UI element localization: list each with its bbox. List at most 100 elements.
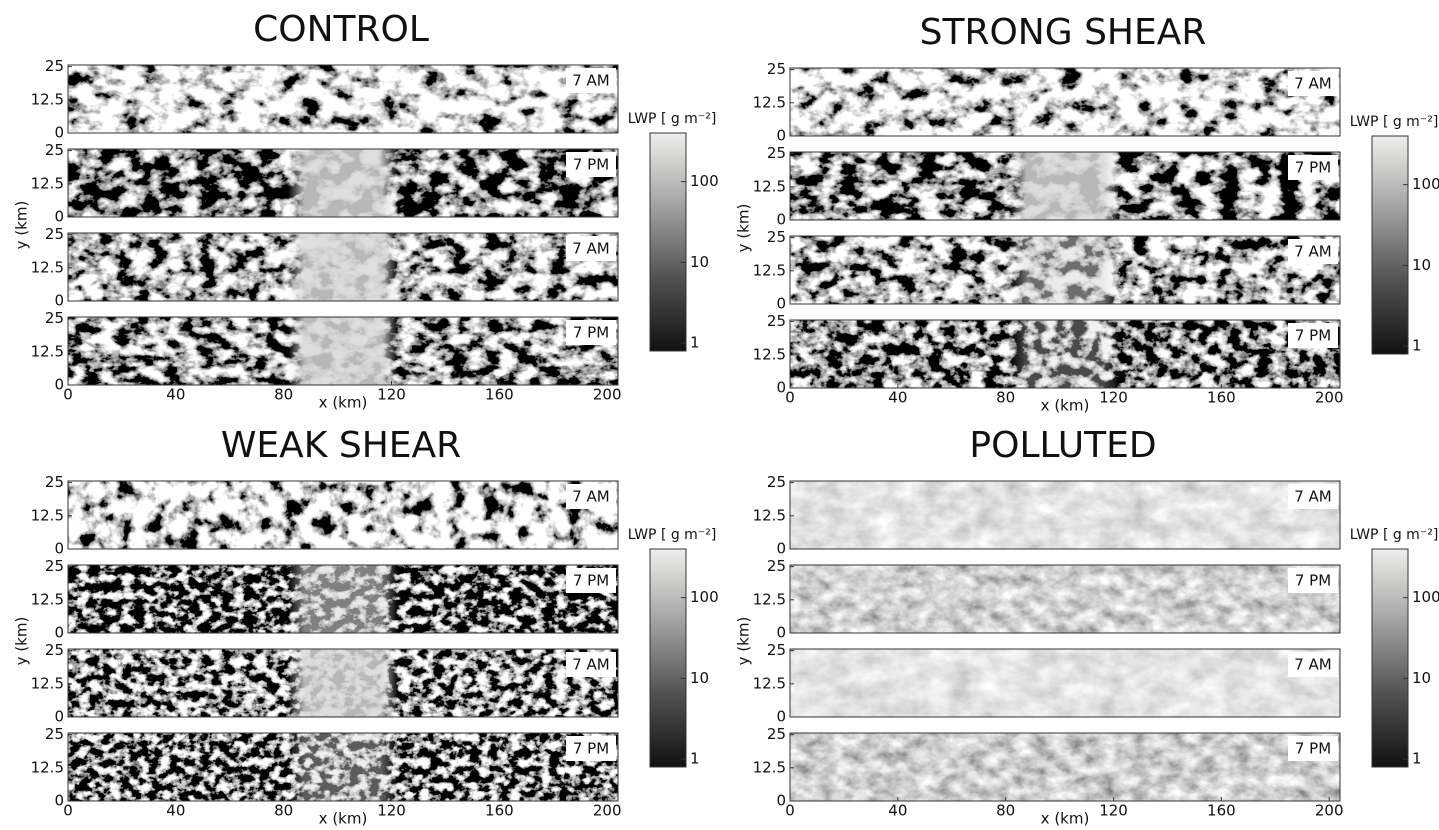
strip-frame: [67, 232, 619, 302]
time-label-box: [566, 320, 616, 345]
y-tick-label: 0: [54, 540, 64, 558]
time-label: 7 AM: [572, 656, 610, 674]
strip-frame: [789, 151, 1341, 221]
y-tick-label: 25: [45, 473, 64, 491]
x-tick-label: 120: [377, 386, 406, 404]
x-tick-label: 40: [888, 802, 907, 820]
time-label: 7 PM: [1295, 159, 1331, 177]
y-tick-label: 25: [45, 57, 64, 75]
strip-frame: [67, 564, 619, 634]
strip-frame: [67, 316, 619, 386]
x-tick-label: 200: [593, 386, 622, 404]
y-tick-label: 25: [767, 725, 786, 743]
y-tick-label: 25: [767, 473, 786, 491]
y-tick-label: 12.5: [753, 506, 786, 524]
cloud-band: [1010, 152, 1120, 220]
strip-frame: [67, 148, 619, 218]
y-tick-label: 12.5: [31, 342, 64, 360]
colorbar-label: LWP [ g m⁻²]: [628, 111, 717, 127]
time-label: 7 PM: [1295, 572, 1331, 590]
time-label: 7 PM: [573, 156, 609, 174]
colorbar: [649, 132, 687, 352]
cloud-band: [288, 733, 398, 801]
y-tick-label: 25: [45, 557, 64, 575]
y-axis-label: y (km): [13, 201, 31, 250]
y-tick-label: 0: [54, 792, 64, 810]
colorbar-tick-label: 100: [1412, 588, 1439, 606]
colorbar-tick-label: 10: [1412, 669, 1431, 687]
cloud-band: [288, 233, 398, 301]
time-label-box: [1288, 155, 1338, 180]
y-tick-label: 12.5: [753, 261, 786, 279]
cloud-band: [1010, 236, 1120, 304]
x-tick-label: 40: [166, 386, 185, 404]
y-tick-label: 12.5: [31, 506, 64, 524]
x-tick-label: 80: [996, 802, 1015, 820]
y-tick-label: 12.5: [753, 758, 786, 776]
x-axis-label: x (km): [319, 810, 368, 827]
y-tick-label: 0: [54, 624, 64, 642]
y-tick-label: 0: [54, 708, 64, 726]
y-tick-label: 12.5: [753, 177, 786, 195]
cloud-image: [790, 733, 1340, 801]
y-tick-label: 0: [776, 540, 786, 558]
y-tick-label: 0: [776, 127, 786, 145]
y-tick-label: 12.5: [753, 590, 786, 608]
y-tick-label: 25: [45, 641, 64, 659]
x-tick-label: 120: [1099, 802, 1128, 820]
panel-title: WEAK SHEAR: [221, 425, 461, 466]
x-axis-label: x (km): [1041, 397, 1090, 415]
cloud-image: [790, 649, 1340, 717]
x-tick-label: 200: [1315, 389, 1344, 407]
x-tick-label: 120: [377, 802, 406, 820]
time-label-box: [1288, 568, 1338, 593]
panel-title: CONTROL: [253, 9, 429, 50]
colorbar-tick-label: 1: [690, 334, 700, 352]
x-tick-label: 160: [1207, 802, 1236, 820]
y-axis-label: y (km): [735, 617, 753, 666]
y-tick-label: 12.5: [31, 674, 64, 692]
cloud-image: [790, 565, 1340, 633]
y-axis-label: y (km): [13, 617, 31, 666]
time-label: 7 AM: [1294, 488, 1332, 506]
time-label-box: [1288, 71, 1338, 96]
time-label: 7 AM: [1294, 75, 1332, 93]
y-tick-label: 0: [776, 295, 786, 313]
time-label: 7 PM: [573, 572, 609, 590]
x-tick-label: 0: [785, 389, 795, 407]
strip-frame: [67, 480, 619, 550]
y-tick-label: 0: [776, 792, 786, 810]
y-tick-label: 25: [767, 144, 786, 162]
colorbar-tick-label: 1: [1412, 337, 1422, 355]
strip-frame: [789, 319, 1341, 389]
y-tick-label: 25: [45, 225, 64, 243]
cloud-band: [1010, 320, 1120, 388]
cloud-image: [68, 481, 618, 549]
colorbar: [1371, 135, 1409, 355]
x-axis-label: x (km): [319, 394, 368, 412]
panel-title: STRONG SHEAR: [920, 12, 1207, 53]
x-tick-label: 80: [274, 802, 293, 820]
x-tick-label: 0: [63, 386, 73, 404]
x-tick-label: 160: [1207, 389, 1236, 407]
x-tick-label: 0: [63, 802, 73, 820]
strip-frame: [789, 564, 1341, 634]
cloud-image: [790, 68, 1340, 136]
time-label-box: [1288, 736, 1338, 761]
strip-frame: [789, 67, 1341, 137]
x-tick-label: 40: [888, 389, 907, 407]
strip-frame: [67, 648, 619, 718]
colorbar-label: LWP [ g m⁻²]: [1350, 527, 1439, 543]
y-tick-label: 0: [776, 624, 786, 642]
colorbar: [1371, 548, 1409, 768]
y-tick-label: 12.5: [753, 674, 786, 692]
time-label-box: [1288, 484, 1338, 509]
x-tick-label: 200: [593, 802, 622, 820]
colorbar-tick-label: 10: [1412, 256, 1431, 274]
y-tick-label: 25: [45, 141, 64, 159]
y-tick-label: 25: [767, 228, 786, 246]
colorbar-tick-label: 100: [690, 588, 719, 606]
colorbar-tick-label: 1: [690, 750, 700, 768]
y-tick-label: 0: [54, 124, 64, 142]
y-tick-label: 0: [54, 292, 64, 310]
